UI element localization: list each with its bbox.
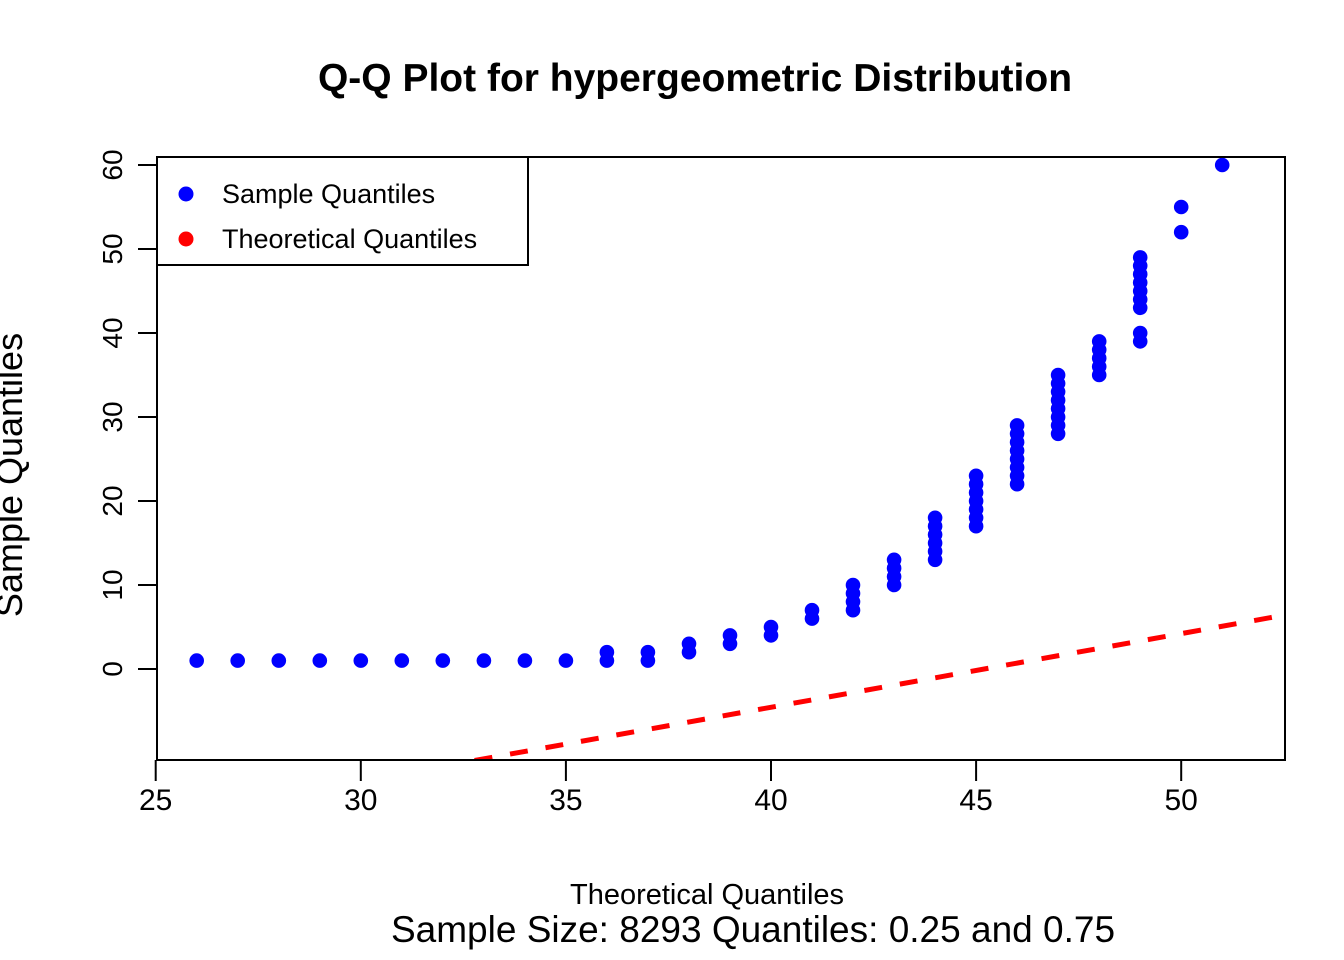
svg-text:Theoretical Quantiles: Theoretical Quantiles	[570, 879, 844, 911]
svg-text:Sample Size: 8293 Quantiles: 0: Sample Size: 8293 Quantiles: 0.25 and 0.…	[391, 909, 1115, 950]
svg-text:Theoretical Quantiles: Theoretical Quantiles	[222, 224, 477, 254]
svg-text:45: 45	[959, 784, 992, 817]
svg-text:40: 40	[97, 317, 128, 348]
svg-text:Sample Quantiles: Sample Quantiles	[222, 179, 435, 209]
svg-text:30: 30	[97, 401, 128, 432]
svg-text:35: 35	[549, 784, 582, 817]
svg-text:20: 20	[97, 485, 128, 516]
svg-text:25: 25	[139, 784, 172, 817]
svg-text:50: 50	[1165, 784, 1198, 817]
svg-text:30: 30	[344, 784, 377, 817]
svg-text:Sample Quantiles: Sample Quantiles	[0, 333, 30, 617]
svg-text:40: 40	[754, 784, 787, 817]
svg-text:10: 10	[97, 569, 128, 600]
svg-text:0: 0	[97, 661, 128, 677]
svg-text:Q-Q Plot for hypergeometric Di: Q-Q Plot for hypergeometric Distribution	[318, 57, 1072, 100]
svg-text:50: 50	[97, 233, 128, 264]
svg-text:60: 60	[97, 149, 128, 180]
